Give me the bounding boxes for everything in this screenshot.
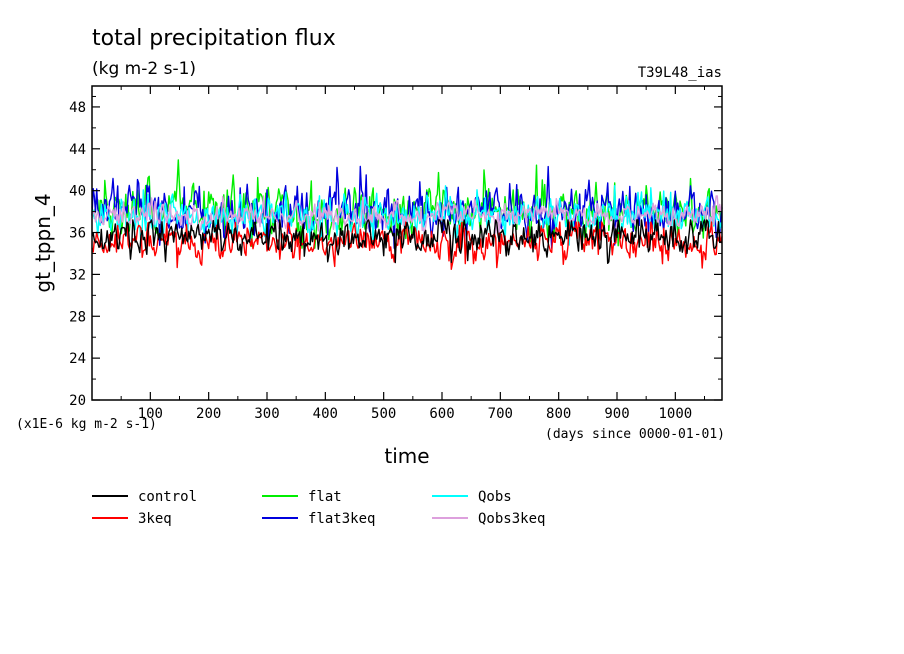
x-tick-label: 300 xyxy=(254,406,279,422)
experiment-label: T39L48_ias xyxy=(638,65,722,81)
y-tick-label: 48 xyxy=(69,100,86,116)
x-unit-note: (days since 0000-01-01) xyxy=(545,427,725,442)
y-tick-label: 20 xyxy=(69,393,86,409)
x-axis-label: time xyxy=(384,444,429,468)
legend-label: flat xyxy=(308,489,342,505)
x-tick-label: 1000 xyxy=(658,406,692,422)
y-tick-label: 24 xyxy=(69,351,86,367)
legend-label: Qobs xyxy=(478,489,512,505)
legend-label: Qobs3keq xyxy=(478,511,545,527)
x-tick-label: 100 xyxy=(138,406,163,422)
legend-label: flat3keq xyxy=(308,511,375,527)
x-tick-label: 500 xyxy=(371,406,396,422)
chart-title: total precipitation flux xyxy=(92,26,336,51)
y-tick-label: 36 xyxy=(69,226,86,242)
legend-label: 3keq xyxy=(138,511,172,527)
y-tick-label: 44 xyxy=(69,142,86,158)
y-axis: 20 24 28 32 36 40 44 48 xyxy=(69,95,722,409)
x-axis: 100 200 300 400 500 600 700 800 900 1000 xyxy=(120,86,705,422)
x-tick-label: 700 xyxy=(488,406,513,422)
x-tick-label: 800 xyxy=(546,406,571,422)
y-tick-label: 32 xyxy=(69,267,86,283)
series-line-control xyxy=(91,219,723,264)
x-tick-label: 200 xyxy=(196,406,221,422)
y-tick-label: 40 xyxy=(69,184,86,200)
y-axis-label: gt_tppn_4 xyxy=(31,193,55,292)
x-tick-label: 600 xyxy=(429,406,454,422)
x-tick-label: 900 xyxy=(604,406,629,422)
series-line-3keq xyxy=(91,221,723,270)
series-line-qobs3keq xyxy=(91,195,723,236)
chart-subtitle: (kg m-2 s-1) xyxy=(92,59,196,79)
x-tick-label: 400 xyxy=(313,406,338,422)
y-unit-note: (x1E-6 kg m-2 s-1) xyxy=(16,417,157,432)
legend-label: control xyxy=(138,489,197,505)
plot-frame xyxy=(91,85,723,401)
series-layer xyxy=(91,159,723,270)
y-tick-label: 28 xyxy=(69,309,86,325)
legend: control 3keq flat flat3keq Qobs Qobs3keq xyxy=(92,489,545,527)
